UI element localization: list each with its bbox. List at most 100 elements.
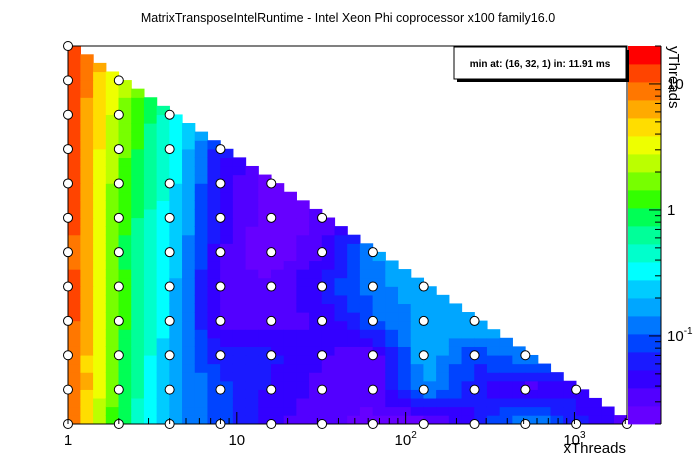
heatmap-cell [105, 191, 120, 201]
color-palette-axis: 10-1 1 10 [628, 45, 693, 425]
heatmap-cell [80, 286, 94, 296]
heatmap-cell [296, 234, 310, 244]
heatmap-cell [105, 406, 120, 416]
heatmap-cell [105, 208, 120, 219]
heatmap-cell [359, 397, 374, 408]
heatmap-cell [131, 260, 145, 270]
heatmap-cell [283, 397, 297, 408]
palette-band [628, 244, 661, 263]
heatmap-cell [270, 277, 285, 287]
heatmap-cell [321, 320, 336, 330]
heatmap-cell [220, 217, 234, 227]
heatmap-cell [220, 226, 234, 236]
heatmap-cell [525, 380, 539, 390]
heatmap-cell [436, 294, 450, 305]
heatmap-cell [309, 286, 323, 296]
palette-band [628, 352, 661, 371]
heatmap-cell [118, 174, 132, 184]
heatmap-cell [182, 277, 196, 287]
heatmap-cell [232, 174, 247, 184]
heatmap-cell [347, 234, 361, 244]
heatmap-cell [207, 406, 221, 416]
heatmap-cell [296, 406, 310, 416]
heatmap-cell [436, 389, 450, 399]
heatmap-cell [68, 372, 81, 382]
heatmap-cell [93, 123, 107, 133]
heatmap-cell [80, 329, 94, 339]
heatmap-cell [105, 251, 120, 262]
heatmap-cell [143, 397, 158, 408]
heatmap-cell [398, 363, 412, 373]
heatmap-cell [296, 208, 310, 219]
data-point [367, 281, 378, 292]
heatmap-cell [80, 131, 94, 141]
heatmap-cell [131, 269, 145, 279]
heatmap-cell [347, 354, 361, 365]
heatmap-cell [220, 191, 234, 201]
heatmap-cell [512, 397, 526, 408]
data-point [164, 350, 175, 361]
heatmap-cell [410, 372, 425, 382]
palette-band [628, 316, 661, 335]
stats-box: min at: (16, 32, 1) in: 11.91 ms [453, 46, 629, 82]
heatmap-cell [601, 415, 615, 424]
heatmap-cell [525, 389, 539, 399]
heatmap-cell [80, 200, 94, 210]
heatmap-cell [220, 269, 234, 279]
heatmap-cell [80, 148, 94, 158]
heatmap-cell [270, 337, 285, 347]
heatmap-cell [68, 320, 81, 330]
heatmap-cell [143, 380, 158, 390]
heatmap-cell [220, 372, 234, 382]
heatmap-cell [309, 269, 323, 279]
heatmap-cell [169, 372, 183, 382]
heatmap-cell [143, 123, 158, 133]
heatmap-cell [68, 191, 81, 201]
heatmap-cell [283, 226, 297, 236]
heatmap-cell [143, 337, 158, 347]
heatmap-cell [474, 363, 488, 373]
heatmap-cell [169, 312, 183, 322]
heatmap-cell [309, 312, 323, 322]
heatmap-cell [156, 380, 170, 390]
heatmap-cell [448, 372, 463, 382]
heatmap-cell [194, 131, 209, 141]
heatmap-cell [169, 191, 183, 201]
heatmap-cell [220, 329, 234, 339]
heatmap-cell [207, 208, 221, 219]
heatmap-cell [118, 88, 132, 98]
heatmap-cell [143, 114, 158, 124]
heatmap-cell [258, 354, 272, 365]
heatmap-cell [385, 303, 399, 313]
heatmap-cell [270, 363, 285, 373]
heatmap-cell [131, 243, 145, 253]
heatmap-cell [385, 380, 399, 390]
heatmap-cell [423, 346, 437, 356]
heatmap-cell [283, 200, 297, 210]
data-point [63, 41, 73, 51]
heatmap-cell [93, 363, 107, 373]
heatmap-cell [372, 294, 386, 305]
data-point [367, 384, 378, 395]
heatmap-cell [347, 380, 361, 390]
heatmap-cell [220, 303, 234, 313]
heatmap-cell [131, 88, 145, 98]
heatmap-cell [309, 260, 323, 270]
heatmap-cell [309, 234, 323, 244]
heatmap-cell [194, 354, 209, 365]
data-point [367, 350, 378, 361]
heatmap-cell [309, 294, 323, 305]
heatmap-cell [118, 354, 132, 365]
heatmap-cell [131, 346, 145, 356]
heatmap-cell [118, 294, 132, 305]
heatmap-cell [143, 191, 158, 201]
heatmap-cell [156, 397, 170, 408]
heatmap-cell [68, 389, 81, 399]
heatmap-cell [245, 234, 259, 244]
heatmap-cell [182, 329, 196, 339]
heatmap-cell [131, 97, 145, 107]
heatmap-cell [232, 234, 247, 244]
heatmap-cell [182, 251, 196, 262]
heatmap-cell [270, 200, 285, 210]
heatmap-cell [68, 415, 81, 424]
